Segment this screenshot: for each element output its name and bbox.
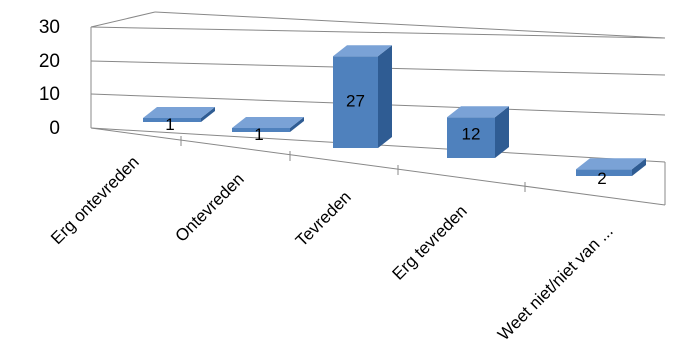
data-label: 2 — [597, 169, 606, 188]
bar-side — [201, 107, 215, 122]
data-label: 27 — [346, 92, 365, 111]
x-axis-ticks — [180, 136, 526, 192]
bar-side — [632, 158, 646, 176]
y-tick-label: 30 — [39, 17, 60, 38]
bar-front — [143, 118, 201, 122]
bar-top — [232, 117, 304, 128]
category-label: Weet niet/niet van ... — [494, 221, 617, 344]
data-label: 1 — [254, 125, 263, 144]
category-labels: Erg ontevreden Ontevreden Tevreden Erg tevr… — [47, 152, 617, 344]
y-tick-label: 0 — [49, 118, 60, 139]
category-label: Erg ontevreden — [47, 152, 143, 248]
bar-side — [495, 106, 509, 158]
y-axis-ticks: 0 10 20 30 — [39, 17, 60, 139]
bar-top — [333, 45, 392, 57]
bar-side — [378, 45, 392, 149]
bar — [333, 45, 392, 149]
bar — [447, 106, 509, 158]
y-tick-label: 10 — [39, 84, 60, 105]
bar-front — [333, 56, 378, 149]
data-label: 1 — [165, 115, 174, 134]
bar — [232, 117, 304, 132]
bar — [143, 107, 215, 122]
bar-top — [143, 107, 215, 118]
wall-top — [154, 11, 666, 39]
wall-diagonal — [90, 11, 156, 28]
bar-front — [576, 169, 632, 176]
bar-front — [232, 128, 290, 132]
category-label: Erg tevreden — [389, 201, 471, 283]
floor-front — [90, 127, 666, 206]
bar-side — [290, 117, 304, 132]
data-labels: 1 1 27 12 2 — [165, 92, 606, 188]
bar — [576, 158, 646, 176]
data-label: 12 — [462, 125, 481, 144]
gridline — [90, 26, 666, 39]
bar-top — [576, 158, 646, 170]
bar-top — [447, 106, 509, 118]
bars — [143, 45, 646, 176]
category-label: Ontevreden — [172, 169, 248, 245]
category-label: Tevreden — [292, 187, 355, 250]
y-tick-label: 20 — [39, 51, 60, 72]
bar-front — [447, 117, 495, 158]
